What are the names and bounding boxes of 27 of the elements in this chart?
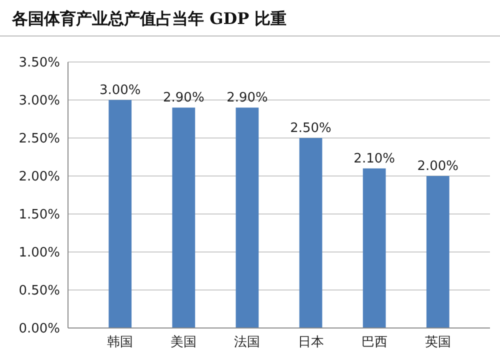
y-tick-label: 1.00% bbox=[18, 246, 60, 261]
y-tick-label: 1.50% bbox=[18, 208, 60, 223]
bar bbox=[426, 176, 450, 328]
y-tick-label: 0.00% bbox=[18, 322, 60, 337]
data-label: 2.90% bbox=[226, 90, 268, 106]
bar bbox=[172, 108, 196, 328]
bar bbox=[362, 168, 386, 328]
y-tick-label: 0.50% bbox=[18, 284, 60, 299]
data-label: 2.10% bbox=[354, 151, 395, 166]
x-tick-label: 英国 bbox=[424, 335, 451, 350]
x-tick-label: 巴西 bbox=[361, 335, 388, 350]
x-tick-label: 日本 bbox=[298, 335, 324, 350]
bar bbox=[108, 100, 132, 328]
chart-title: 各国体育产业总产值占当年 GDP 比重 bbox=[11, 9, 287, 28]
y-tick-label: 2.00% bbox=[18, 170, 60, 185]
y-tick-label: 2.50% bbox=[18, 132, 60, 147]
y-tick-label: 3.50% bbox=[18, 56, 60, 71]
data-label: 2.50% bbox=[290, 121, 332, 136]
bar bbox=[299, 138, 322, 328]
bar bbox=[236, 108, 259, 328]
data-label: 3.00% bbox=[99, 83, 141, 98]
x-tick-label: 法国 bbox=[234, 335, 260, 350]
x-tick-label: 美国 bbox=[170, 334, 197, 350]
data-label: 2.90% bbox=[163, 90, 204, 106]
y-tick-label: 3.00% bbox=[18, 94, 60, 109]
data-label: 2.00% bbox=[417, 159, 459, 174]
x-tick-label: 韩国 bbox=[107, 335, 134, 350]
